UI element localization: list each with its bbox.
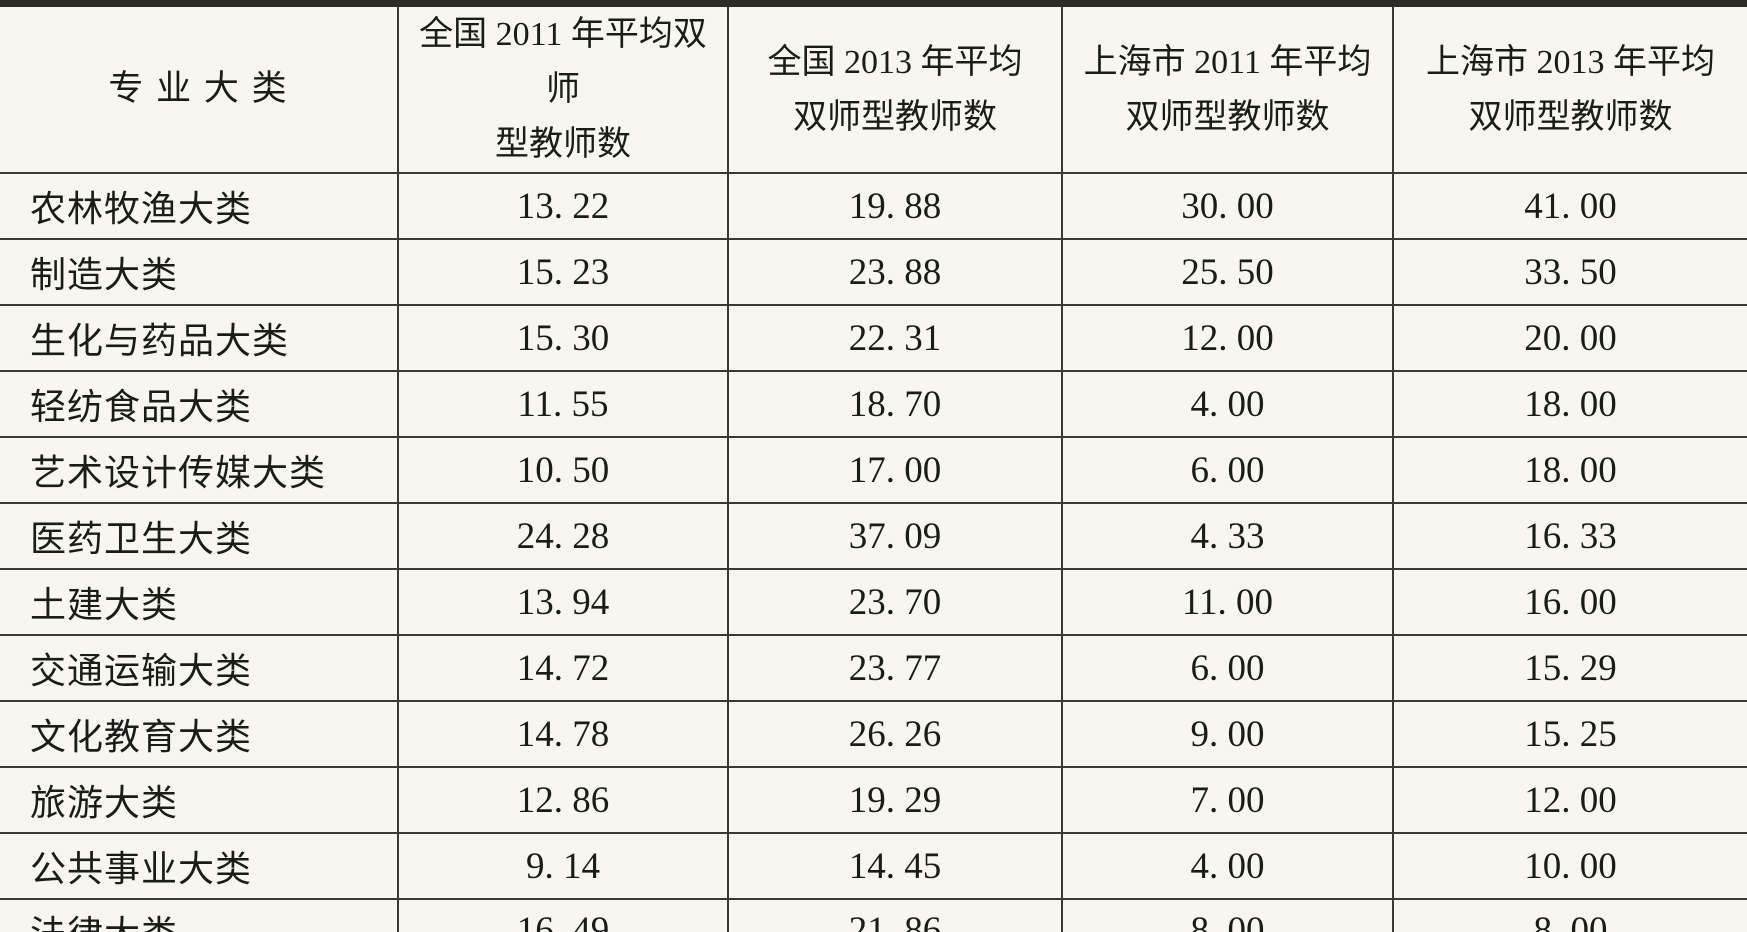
category-cell: 农林牧渔大类 [0,172,398,240]
value-cell-shanghai-2013: 8. 00 [1392,898,1747,932]
value-cell-shanghai-2011: 6. 00 [1061,436,1393,504]
table-row: 公共事业大类 9. 14 14. 45 4. 00 10. 00 [0,832,1747,900]
value-cell-national-2011: 13. 94 [397,568,728,636]
table-row: 生化与药品大类 15. 30 22. 31 12. 00 20. 00 [0,304,1747,372]
value-cell-national-2011: 10. 50 [397,436,728,504]
value-cell-shanghai-2013: 18. 00 [1392,370,1747,438]
value-cell-national-2011: 14. 72 [397,634,728,702]
header-category: 专 业 大 类 [0,4,398,174]
value-cell-shanghai-2013: 41. 00 [1392,172,1747,240]
value-cell-national-2011: 13. 22 [397,172,728,240]
value-cell-national-2013: 23. 77 [727,634,1062,702]
value-cell-shanghai-2013: 12. 00 [1392,766,1747,834]
header-national-2013: 全国 2013 年平均 双师型教师数 [727,3,1062,174]
header-line: 双师型教师数 [1125,98,1330,136]
value-cell-national-2013: 19. 29 [727,766,1062,834]
table-row: 旅游大类 12. 86 19. 29 7. 00 12. 00 [0,766,1747,834]
value-cell-national-2011: 11. 55 [397,370,728,438]
value-cell-shanghai-2013: 16. 00 [1392,568,1747,636]
header-line: 全国 2013 年平均 [767,43,1023,81]
table-row: 艺术设计传媒大类 10. 50 17. 00 6. 00 18. 00 [0,436,1747,504]
table-row: 法律大类 16. 49 21. 86 8. 00 8. 00 [0,898,1747,932]
value-cell-national-2011: 9. 14 [397,832,728,900]
value-cell-national-2013: 19. 88 [727,172,1062,240]
value-cell-shanghai-2011: 25. 50 [1061,238,1393,306]
table-row: 土建大类 13. 94 23. 70 11. 00 16. 00 [0,568,1747,636]
table-row: 文化教育大类 14. 78 26. 26 9. 00 15. 25 [0,700,1747,768]
category-cell: 旅游大类 [0,766,398,834]
header-national-2011: 全国 2011 年平均双师 型教师数 [397,3,728,174]
value-cell-shanghai-2013: 10. 00 [1392,832,1747,900]
value-cell-shanghai-2011: 11. 00 [1061,568,1393,636]
header-shanghai-2013: 上海市 2013 年平均 双师型教师数 [1392,3,1747,174]
value-cell-shanghai-2011: 4. 00 [1061,832,1393,900]
value-cell-shanghai-2011: 6. 00 [1061,634,1393,702]
header-line: 双师型教师数 [793,98,997,136]
header-line: 上海市 2011 年平均 [1083,43,1372,81]
value-cell-national-2011: 15. 23 [397,238,728,306]
value-cell-national-2013: 14. 45 [727,832,1062,900]
value-cell-shanghai-2011: 30. 00 [1061,172,1393,240]
value-cell-shanghai-2013: 16. 33 [1392,502,1747,570]
value-cell-national-2011: 15. 30 [397,304,728,372]
category-cell: 制造大类 [0,238,398,306]
value-cell-shanghai-2013: 20. 00 [1392,304,1747,372]
table-row: 农林牧渔大类 13. 22 19. 88 30. 00 41. 00 [0,172,1747,240]
value-cell-shanghai-2013: 15. 29 [1392,634,1747,702]
table-row: 医药卫生大类 24. 28 37. 09 4. 33 16. 33 [0,502,1747,570]
value-cell-shanghai-2011: 4. 00 [1061,370,1393,438]
value-cell-national-2013: 23. 88 [727,238,1062,306]
value-cell-national-2013: 22. 31 [727,304,1062,372]
header-row: 专 业 大 类 全国 2011 年平均双师 型教师数 全国 2013 年平均 双… [0,3,1747,174]
value-cell-shanghai-2011: 9. 00 [1061,700,1393,768]
value-cell-shanghai-2013: 33. 50 [1392,238,1747,306]
category-cell: 医药卫生大类 [0,502,398,570]
category-cell: 法律大类 [0,898,398,932]
value-cell-shanghai-2011: 7. 00 [1061,766,1393,834]
header-line: 双师型教师数 [1468,98,1673,136]
value-cell-national-2011: 16. 49 [397,898,728,932]
value-cell-shanghai-2011: 4. 33 [1061,502,1393,570]
value-cell-national-2011: 14. 78 [397,700,728,768]
category-cell: 轻纺食品大类 [0,370,398,438]
header-line: 型教师数 [495,126,631,164]
category-cell: 土建大类 [0,568,398,636]
value-cell-national-2013: 21. 86 [727,898,1062,932]
header-line: 全国 2011 年平均双师 [419,16,707,109]
value-cell-shanghai-2011: 8. 00 [1061,898,1393,932]
header-line: 专 业 大 类 [108,69,289,109]
table-row: 制造大类 15. 23 23. 88 25. 50 33. 50 [0,238,1747,306]
header-shanghai-2011: 上海市 2011 年平均 双师型教师数 [1061,3,1393,174]
value-cell-shanghai-2011: 12. 00 [1061,304,1393,372]
value-cell-national-2013: 17. 00 [727,436,1062,504]
category-cell: 公共事业大类 [0,832,398,900]
value-cell-national-2013: 37. 09 [727,502,1062,570]
category-cell: 生化与药品大类 [0,304,398,372]
value-cell-shanghai-2013: 18. 00 [1392,436,1747,504]
table-row: 轻纺食品大类 11. 55 18. 70 4. 00 18. 00 [0,370,1747,438]
value-cell-national-2011: 12. 86 [397,766,728,834]
category-cell: 交通运输大类 [0,634,398,702]
value-cell-national-2013: 23. 70 [727,568,1062,636]
table-row: 交通运输大类 14. 72 23. 77 6. 00 15. 29 [0,634,1747,702]
category-cell: 文化教育大类 [0,700,398,768]
value-cell-national-2011: 24. 28 [397,502,728,570]
value-cell-national-2013: 18. 70 [727,370,1062,438]
value-cell-national-2013: 26. 26 [727,700,1062,768]
header-line: 上海市 2013 年平均 [1426,43,1715,81]
category-cell: 艺术设计传媒大类 [0,436,398,504]
value-cell-shanghai-2013: 15. 25 [1392,700,1747,768]
